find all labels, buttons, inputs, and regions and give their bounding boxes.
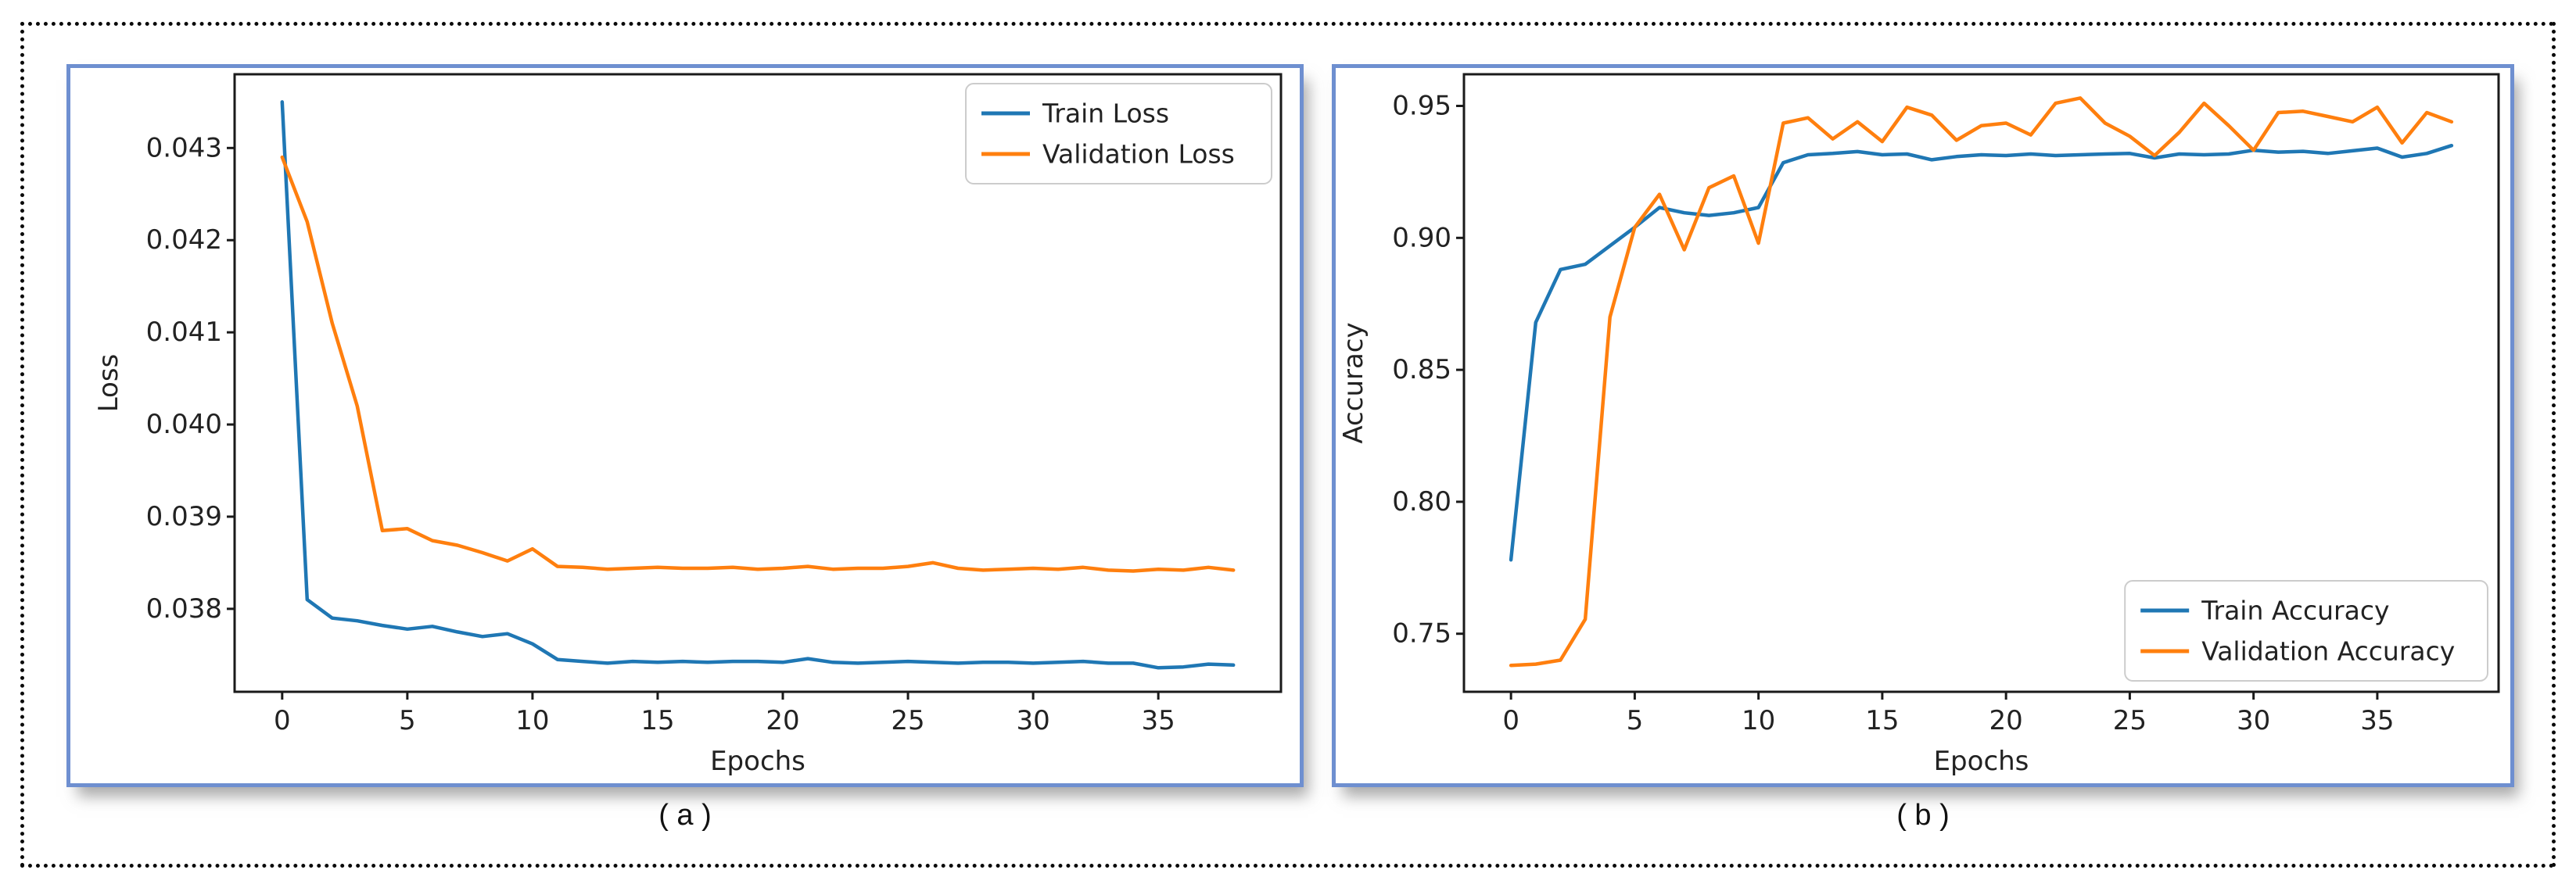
y-tick-label: 0.90 [1392, 222, 1451, 253]
x-tick-label: 5 [1627, 705, 1644, 736]
loss-chart-panel: 0 5 10 15 20 25 30 35 0.038 0.039 0.040 0.041 0.042 0… [66, 64, 1304, 787]
y-tick-label: 0.040 [146, 409, 222, 440]
outer-dotted-border [20, 22, 2556, 868]
x-tick-label: 5 [399, 705, 416, 736]
x-tick-label: 15 [1865, 705, 1899, 736]
caption-b: ( b ) [1896, 799, 1950, 832]
y-tick-label: 0.75 [1392, 618, 1451, 650]
x-tick-label: 0 [1502, 705, 1519, 736]
x-tick-label: 10 [1742, 705, 1775, 736]
accuracy-yaxis-label: Accuracy [1338, 322, 1369, 443]
x-tick-label: 10 [515, 705, 549, 736]
loss-yaxis-label: Loss [93, 354, 124, 413]
y-tick-label: 0.95 [1392, 91, 1451, 122]
x-tick-label: 30 [2237, 705, 2270, 736]
legend-label: Validation Accuracy [2201, 636, 2455, 667]
legend-label: Validation Loss [1042, 139, 1235, 170]
y-tick-label: 0.038 [146, 593, 222, 625]
x-tick-label: 15 [640, 705, 674, 736]
accuracy-legend-box [2124, 580, 2488, 682]
loss-series-train-loss [280, 100, 1236, 670]
x-tick-label: 25 [891, 705, 924, 736]
y-tick-label: 0.043 [146, 132, 222, 163]
x-tick-label: 20 [1989, 705, 2023, 736]
accuracy-series-train-accuracy [1509, 143, 2454, 562]
x-tick-label: 30 [1016, 705, 1049, 736]
legend-label: Train Accuracy [2201, 596, 2389, 626]
caption-a: ( a ) [658, 799, 712, 832]
accuracy-chart-panel: 0 5 10 15 20 25 30 35 0.75 0.80 0.85 0.90 0.95 Epochs… [1332, 64, 2514, 787]
accuracy-series-validation-accuracy [1509, 96, 2454, 668]
loss-plot-box [233, 73, 1283, 693]
x-tick-label: 35 [2360, 705, 2394, 736]
loss-series-validation-loss [280, 155, 1236, 573]
y-tick-label: 0.039 [146, 501, 222, 532]
y-tick-label: 0.85 [1392, 354, 1451, 385]
x-tick-label: 0 [274, 705, 291, 736]
y-tick-label: 0.041 [146, 317, 222, 348]
x-tick-label: 20 [766, 705, 799, 736]
accuracy-plot-box [1462, 73, 2500, 693]
x-tick-label: 25 [2113, 705, 2147, 736]
loss-legend-box [965, 83, 1272, 184]
x-tick-label: 35 [1142, 705, 1175, 736]
loss-xaxis-label: Epochs [710, 746, 805, 777]
accuracy-chart: 0 5 10 15 20 25 30 35 0.75 0.80 0.85 0.90 0.95 Epochs… [1338, 73, 2500, 777]
legend-label: Train Loss [1042, 98, 1169, 129]
loss-chart: 0 5 10 15 20 25 30 35 0.038 0.039 0.040 0.041 0.042 0… [93, 73, 1283, 777]
y-tick-label: 0.042 [146, 224, 222, 256]
y-tick-label: 0.80 [1392, 486, 1451, 517]
accuracy-xaxis-label: Epochs [1934, 746, 2029, 777]
